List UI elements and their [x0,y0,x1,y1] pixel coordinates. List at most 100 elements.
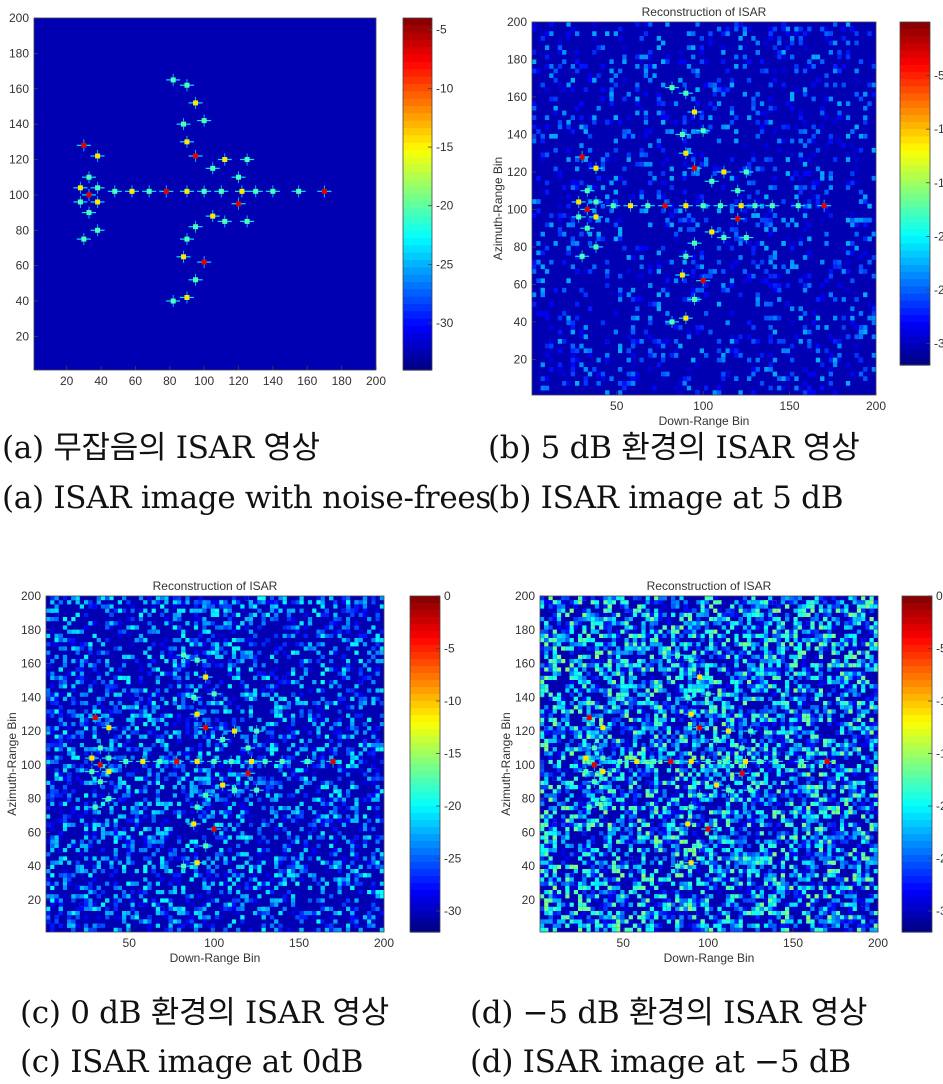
noise-cell [219,654,224,659]
noise-cell [579,143,584,148]
noise-cell [686,45,692,50]
noise-cell [375,864,380,869]
noise-cell [113,621,118,626]
noise-cell [185,717,190,722]
noise-cell [863,325,868,330]
noise-cell [215,915,220,920]
scatterer-point [201,188,207,194]
noise-cell [333,789,338,794]
noise-cell [291,818,296,823]
noise-cell [282,633,287,638]
noise-cell [274,810,279,815]
noise-cell [316,810,321,815]
noise-cell [88,856,93,861]
noise-cell [84,856,89,861]
noise-cell [566,245,571,251]
noise-cell [307,730,313,735]
scatterer-point [821,203,827,209]
noise-cell [291,692,296,697]
noise-cell [248,713,253,718]
noise-cell [105,671,110,676]
noise-cell [138,667,144,672]
noise-cell [75,911,80,916]
noise-cell [742,54,747,60]
noise-cell [375,906,380,911]
noise-cell [185,671,190,676]
noise-cell [379,659,384,664]
noise-cell [265,885,270,890]
noise-cell [130,772,135,777]
noise-cell [46,780,51,785]
noise-cell [71,684,76,689]
noise-cell [155,764,160,769]
noise-cell [295,625,300,630]
noise-cell [691,31,696,36]
scatterer-point [184,188,190,194]
noise-cell [265,911,270,916]
noise-cell [62,873,68,878]
scatterer-point [81,142,87,148]
noise-cell [854,245,859,251]
noise-cell [193,730,199,735]
noise-cell [282,827,287,832]
noise-cell [587,241,593,246]
noise-cell [536,68,541,74]
noise-cell [62,776,68,781]
noise-cell [329,633,334,638]
noise-cell [160,705,165,710]
noise-cell [206,734,211,739]
noise-cell [583,376,588,381]
noise-cell [189,919,194,924]
noise-cell [257,911,262,916]
noise-cell [656,143,661,148]
noise-cell [721,269,726,274]
noise-cell [122,806,127,811]
noise-cell [346,873,351,878]
noise-cell [725,371,730,377]
noise-cell [269,915,275,920]
noise-cell [734,259,739,265]
noise-cell [62,617,68,622]
noise-cell [261,906,266,911]
noise-cell [206,621,211,626]
noise-cell [75,923,80,928]
noise-cell [371,596,376,601]
noise-cell [100,827,106,832]
noise-cell [130,642,135,647]
noise-cell [96,894,101,899]
noise-cell [286,608,291,613]
noise-cell [164,659,169,664]
noise-cell [371,646,376,651]
noise-cell [845,362,851,368]
noise-cell [164,671,169,676]
noise-cell [807,64,812,69]
noise-cell [303,768,308,773]
noise-cell [46,709,51,714]
noise-cell [725,26,730,32]
noise-cell [168,927,173,932]
noise-cell [177,692,182,697]
noise-cell [695,390,700,395]
noise-cell [570,87,575,92]
noise-cell [656,96,661,102]
noise-cell [379,646,384,651]
noise-cell [265,839,270,844]
noise-cell [371,797,376,802]
noise-cell [138,709,144,714]
noise-cell [160,717,165,722]
noise-cell [562,339,567,344]
noise-cell [269,696,275,701]
noise-cell [193,688,199,693]
noise-cell [92,789,97,794]
scatterer-point [700,128,706,134]
noise-cell [712,166,717,172]
noise-cell [346,713,351,718]
noise-cell [71,923,76,928]
noise-cell [62,696,68,701]
noise-cell [841,64,846,69]
scatterer-point [86,174,92,180]
noise-cell [575,255,580,260]
noise-cell [105,621,110,626]
noise-cell [643,161,649,167]
noise-cell [609,180,614,186]
